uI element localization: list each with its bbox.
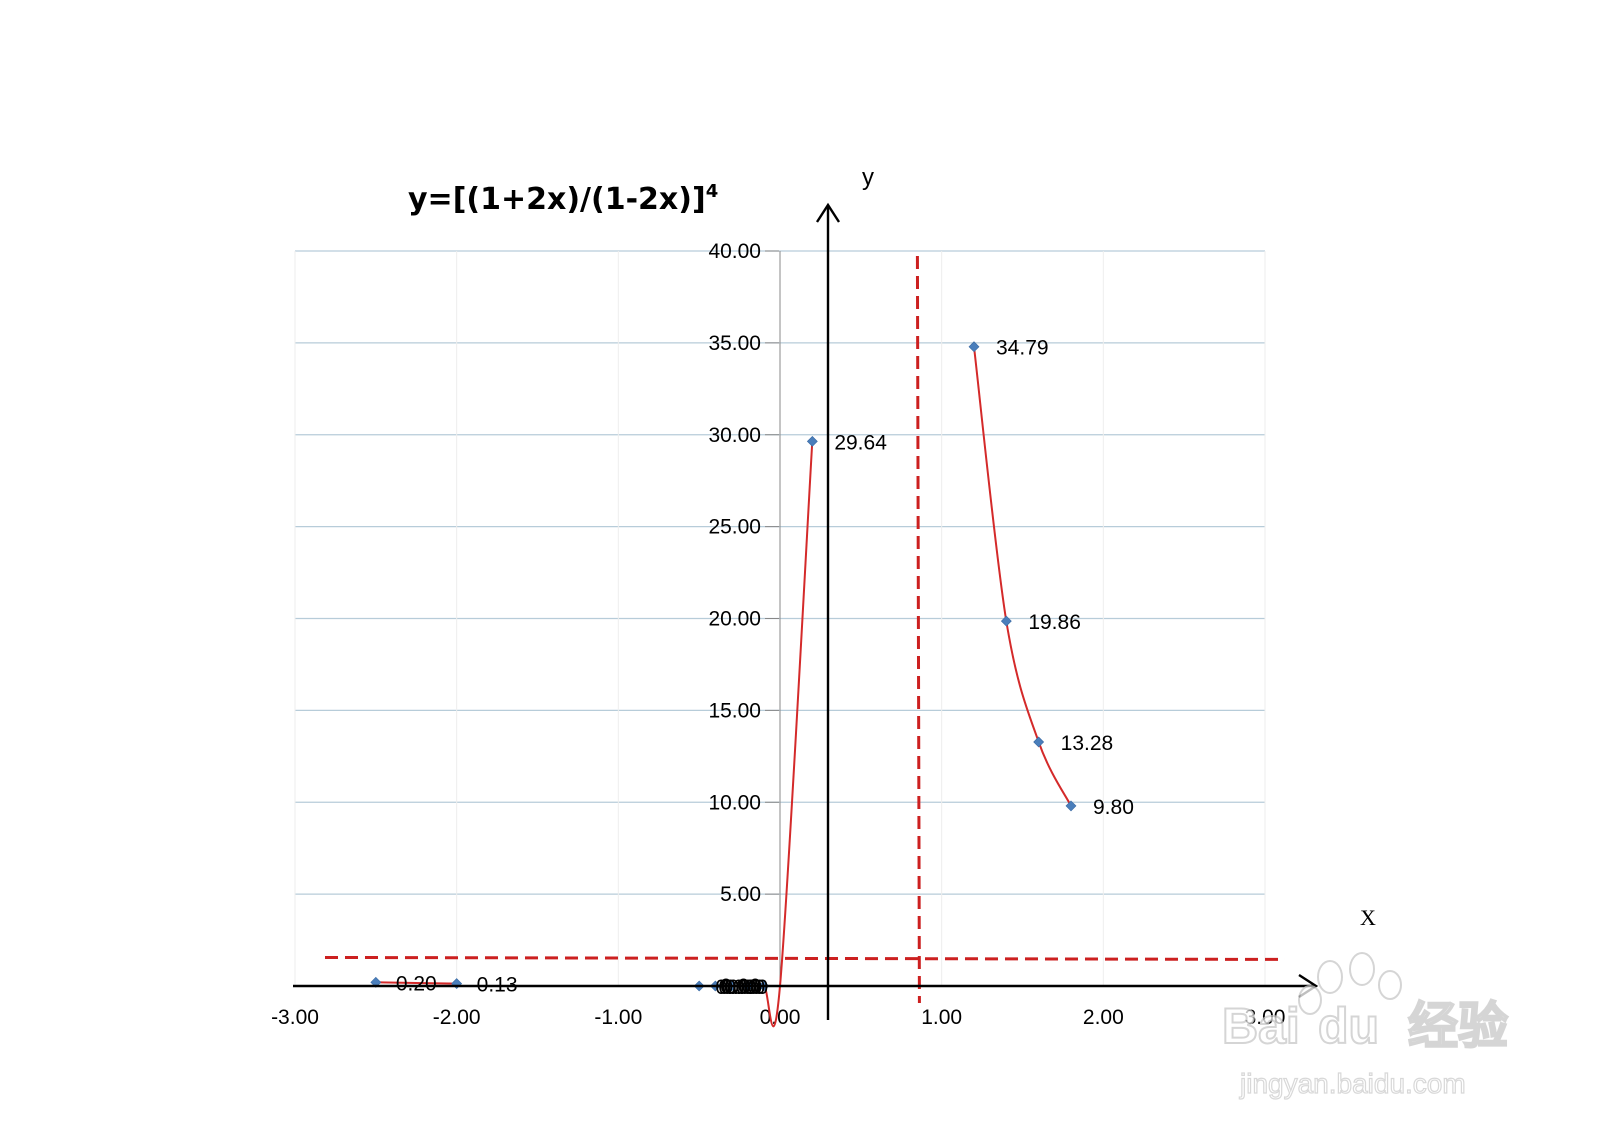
series-curve-segment (973, 346, 1072, 807)
data-label: 29.64 (834, 431, 887, 454)
data-point-marker (1065, 800, 1077, 812)
y-tick-label: 35.00 (708, 332, 761, 355)
grid-lines (294, 250, 1266, 987)
y-tick-label: 40.00 (708, 240, 761, 263)
data-point-marker (968, 341, 980, 353)
data-labels: 0.20 0.13 0.000.000.000.000.0029.6434.7919… (396, 337, 1134, 999)
y-axis-arrowhead (815, 202, 841, 223)
data-point-marker (1000, 615, 1012, 627)
x-tick-label: 3.00 (1245, 1006, 1286, 1029)
data-label: 0.00 (718, 976, 759, 999)
y-tick-label: 10.00 (708, 791, 761, 814)
data-label: 9.80 (1093, 796, 1134, 819)
y-tick-label: 25.00 (708, 516, 761, 539)
x-tick-label: 1.00 (921, 1006, 962, 1029)
chart-title-main: y=[(1+2x)/(1-2x)] (408, 182, 706, 217)
y-tick-label: 15.00 (708, 699, 761, 722)
data-point-marker (1033, 736, 1045, 748)
watermark-url: jingyan.baidu.com (1239, 1068, 1466, 1099)
x-tick-label: 2.00 (1083, 1006, 1124, 1029)
data-label: 0.00 (724, 976, 765, 999)
chart-title: y=[(1+2x)/(1-2x)]4 (408, 181, 718, 217)
data-label: 0.20 (396, 972, 437, 995)
chart-title-superscript: 4 (706, 181, 719, 202)
x-axis-label: X (1360, 905, 1376, 930)
x-tick-label: 0.00 (760, 1006, 801, 1029)
data-label: 19.86 (1028, 611, 1081, 634)
y-tick-label: 20.00 (708, 608, 761, 631)
x-tick-label: -1.00 (594, 1006, 642, 1029)
x-tick-label: -2.00 (433, 1006, 481, 1029)
data-label: 0.00 (727, 976, 768, 999)
watermark-brand-du: du (1318, 998, 1379, 1054)
data-label: 0.00 (715, 976, 756, 999)
y-tick-labels: 0.00 5.00 10.00 15.00 20.00 25.00 30.00 35.00 40… (708, 240, 761, 998)
horizontal-asymptote (324, 955, 1286, 961)
watermark-cn: 经验 (1408, 998, 1508, 1054)
x-tick-labels: -3.00 -2.00 -1.00 0.00 1.00 2.00 3.00 (271, 1006, 1285, 1029)
data-point-marker (806, 435, 818, 447)
data-label: 13.28 (1061, 732, 1114, 755)
asymptotes (324, 255, 1286, 1004)
x-tick-label: -3.00 (271, 1006, 319, 1029)
baidu-watermark: Bai du 经验 jingyan.baidu.com (1221, 952, 1509, 1100)
y-tick-label: 30.00 (708, 424, 761, 447)
data-label: 34.79 (996, 337, 1049, 360)
vertical-asymptote (915, 255, 921, 1004)
watermark-brand: Bai (1222, 998, 1300, 1054)
axes-arrows (293, 202, 1319, 1020)
paw-logo-icon (1298, 952, 1402, 1015)
y-tick-label: 5.00 (720, 883, 761, 906)
data-label: 0.00 (721, 976, 762, 999)
series-curves (375, 346, 1072, 1028)
y-axis-label: y (862, 164, 874, 191)
